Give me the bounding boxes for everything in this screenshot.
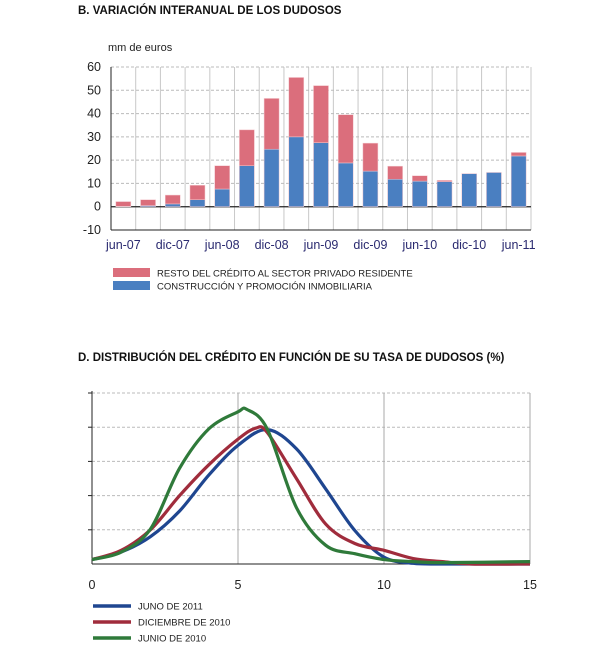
x-tick-label: 15	[523, 578, 537, 592]
bar-construccion	[214, 188, 230, 207]
bar-resto	[115, 201, 132, 207]
y-tick-label: 60	[87, 60, 101, 74]
bar-chart-ylabel: mm de euros	[108, 42, 173, 54]
bar-resto	[165, 194, 181, 205]
x-tick-label: 5	[235, 578, 242, 592]
bar-resto	[140, 199, 156, 206]
line-junio-2011	[91, 427, 530, 566]
bar-resto	[214, 165, 230, 190]
bar-construccion	[189, 199, 206, 207]
legend-label: RESTO DEL CRÉDITO AL SECTOR PRIVADO RESI…	[157, 269, 413, 280]
x-tick-label: jun-11	[501, 238, 536, 252]
bar-construccion	[288, 136, 305, 207]
y-tick-label: -10	[83, 223, 101, 237]
line-chart: D. DISTRIBUCIÓN DEL CRÉDITO EN FUNCIÓN D…	[78, 351, 537, 645]
legend-swatch	[113, 281, 150, 290]
bar-construccion	[165, 203, 181, 207]
legend-label: JUNIO DE 2010	[138, 634, 206, 645]
bar-chart: B. VARIACIÓN INTERANUAL DE LOS DUDOSOS m…	[78, 4, 536, 293]
x-tick-label: dic-09	[353, 238, 387, 252]
bar-resto	[387, 165, 403, 180]
bar-resto	[263, 98, 280, 150]
bar-construccion	[510, 155, 527, 207]
bar-construccion	[263, 148, 280, 207]
x-tick-label: dic-08	[255, 238, 289, 252]
bar-construccion	[461, 173, 477, 207]
y-tick-label: 0	[94, 200, 101, 214]
bar-construccion	[387, 178, 403, 207]
bar-construccion	[239, 165, 255, 207]
bar-resto	[313, 85, 329, 143]
x-tick-label: jun-10	[401, 238, 437, 252]
legend-swatch	[113, 268, 150, 277]
bar-resto	[436, 180, 453, 182]
bar-resto	[239, 129, 255, 166]
bar-resto	[510, 152, 527, 157]
line-diciembre-2010	[91, 425, 531, 566]
x-tick-label: 0	[89, 578, 96, 592]
x-tick-label: jun-08	[204, 238, 240, 252]
line-chart-title: D. DISTRIBUCIÓN DEL CRÉDITO EN FUNCIÓN D…	[78, 351, 505, 364]
legend-label: JUNO DE 2011	[138, 602, 203, 613]
bar-resto	[362, 142, 379, 172]
bar-construccion	[337, 162, 354, 207]
x-tick-label: 10	[377, 578, 391, 592]
y-tick-label: 10	[87, 176, 101, 190]
bar-chart-title: B. VARIACIÓN INTERANUAL DE LOS DUDOSOS	[78, 4, 342, 17]
x-tick-label: dic-07	[156, 238, 190, 252]
bar-construccion	[313, 142, 329, 207]
bar-resto	[288, 77, 305, 138]
y-tick-label: 30	[87, 130, 101, 144]
bar-construccion	[486, 172, 502, 207]
y-tick-label: 20	[87, 153, 101, 167]
x-tick-label: jun-07	[105, 238, 141, 252]
legend-label: DICIEMBRE DE 2010	[138, 618, 230, 629]
bar-construccion	[362, 170, 379, 207]
x-tick-label: dic-10	[452, 238, 486, 252]
y-tick-label: 40	[87, 107, 101, 121]
bar-resto	[337, 114, 354, 164]
line-junio-2010	[91, 406, 531, 565]
bar-construccion	[436, 181, 453, 207]
bar-construccion	[412, 180, 428, 207]
y-tick-label: 50	[87, 83, 101, 97]
bar-resto	[412, 175, 428, 182]
bar-resto	[189, 185, 206, 200]
x-tick-label: jun-09	[303, 238, 339, 252]
legend-label: CONSTRUCCIÓN Y PROMOCIÓN INMOBILIARIA	[157, 282, 373, 293]
